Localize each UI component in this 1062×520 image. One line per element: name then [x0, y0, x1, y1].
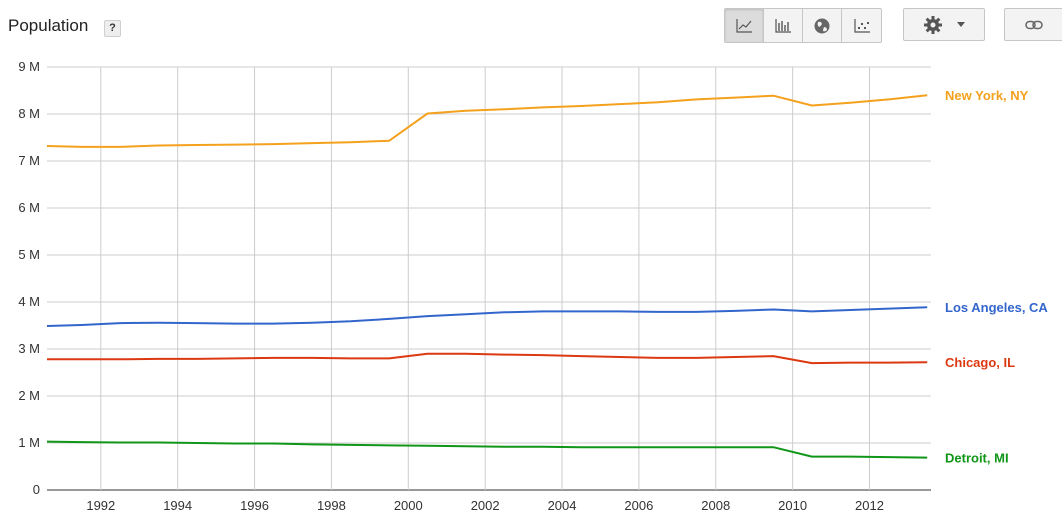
y-tick-label: 0: [33, 482, 40, 497]
series-labels: New York, NY Los Angeles, CA Chicago, IL De…: [945, 88, 1048, 465]
chart-title: Population: [8, 16, 89, 35]
link-icon: [1024, 20, 1043, 29]
x-tick-label: 2010: [778, 498, 807, 513]
settings-menu-button[interactable]: [903, 8, 985, 41]
line-chart-icon: [736, 18, 752, 33]
series-line-new-york-ny[interactable]: [46, 94, 928, 148]
y-tick-label: 2 M: [18, 388, 40, 403]
y-tick-label: 8 M: [18, 106, 40, 121]
x-tick-label: 1994: [163, 498, 192, 513]
x-tick-label: 2006: [624, 498, 653, 513]
series-line-detroit-mi[interactable]: [46, 440, 928, 459]
globe-icon: [814, 18, 830, 33]
x-tick-label: 2004: [548, 498, 577, 513]
series-label-new-york-ny: New York, NY: [945, 88, 1029, 103]
gridlines: [47, 66, 931, 491]
series-line-los-angeles-ca[interactable]: [46, 306, 928, 327]
help-button[interactable]: ?: [104, 20, 121, 37]
y-axis-ticks: 0 1 M 2 M 3 M 4 M 5 M 6 M 7 M 8 M 9 M: [18, 59, 40, 497]
x-axis-ticks: 1992 1994 1996 1998 2000 2002 2004 2006 2008 2010…: [86, 498, 884, 513]
y-tick-label: 9 M: [18, 59, 40, 74]
map-chart-button[interactable]: [803, 9, 842, 42]
series-line-chicago-il[interactable]: [47, 352, 928, 365]
x-tick-label: 1992: [86, 498, 115, 513]
x-tick-label: 1998: [317, 498, 346, 513]
link-button[interactable]: [1004, 8, 1062, 41]
y-tick-label: 1 M: [18, 435, 40, 450]
caret-down-icon: [957, 22, 965, 27]
gear-icon: [924, 15, 942, 34]
scatter-chart-icon: [853, 18, 870, 33]
series-label-chicago-il: Chicago, IL: [945, 355, 1015, 370]
chart-header: Population ?: [0, 0, 1062, 50]
y-tick-label: 7 M: [18, 153, 40, 168]
y-tick-label: 5 M: [18, 247, 40, 262]
line-chart-button[interactable]: [725, 9, 764, 42]
chart-type-toggle: [724, 8, 882, 43]
series-lines: [46, 94, 928, 459]
x-tick-label: 2008: [701, 498, 730, 513]
y-tick-label: 4 M: [18, 294, 40, 309]
scatter-chart-button[interactable]: [842, 9, 881, 42]
series-label-detroit-mi: Detroit, MI: [945, 451, 1009, 466]
y-tick-label: 3 M: [18, 341, 40, 356]
x-tick-label: 2012: [855, 498, 884, 513]
series-label-los-angeles-ca: Los Angeles, CA: [945, 300, 1048, 315]
bar-chart-button[interactable]: [764, 9, 803, 42]
y-tick-label: 6 M: [18, 200, 40, 215]
bar-chart-icon: [775, 18, 791, 33]
x-tick-label: 2000: [394, 498, 423, 513]
x-tick-label: 1996: [240, 498, 269, 513]
x-tick-label: 2002: [471, 498, 500, 513]
